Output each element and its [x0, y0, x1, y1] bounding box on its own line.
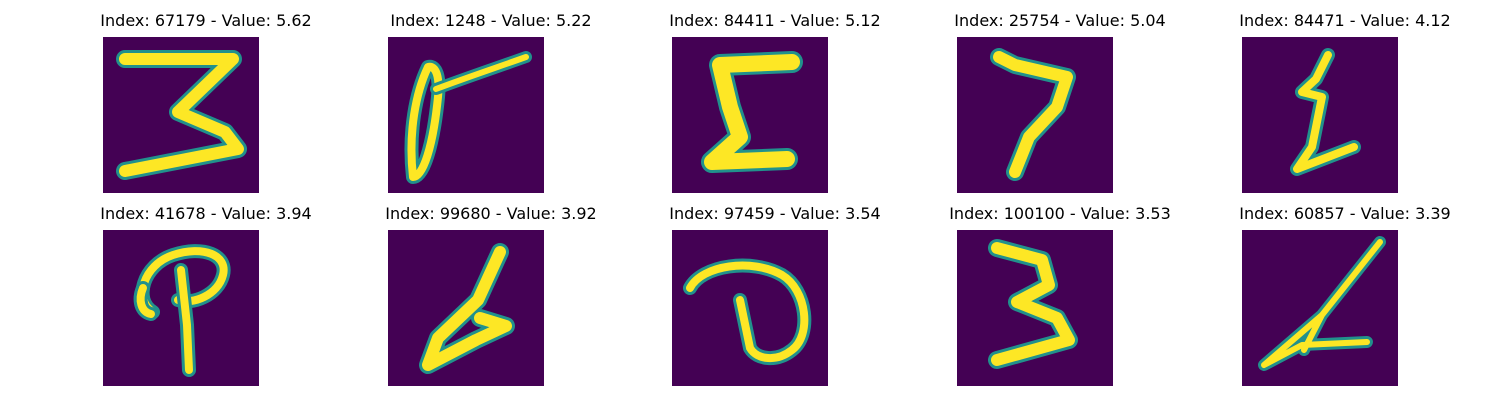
digit-3-icon: [957, 230, 1113, 386]
panel-3: Index: 84411 - Value: 5.12: [645, 6, 905, 196]
digit-7-icon: [957, 37, 1113, 193]
panel-5: Index: 84471 - Value: 4.12: [1215, 6, 1475, 196]
panel-2: Index: 1248 - Value: 5.22: [361, 6, 621, 196]
panel-2-title: Index: 1248 - Value: 5.22: [390, 11, 592, 30]
panel-4: Index: 25754 - Value: 5.04: [930, 6, 1190, 196]
panel-1: Index: 67179 - Value: 5.62: [76, 6, 336, 196]
panel-10: Index: 60857 - Value: 3.39: [1215, 199, 1475, 389]
digit-5-icon: [672, 37, 828, 193]
panel-7: Index: 99680 - Value: 3.92: [361, 199, 621, 389]
panel-7-title: Index: 99680 - Value: 3.92: [385, 204, 597, 223]
panel-9-title: Index: 100100 - Value: 3.53: [949, 204, 1171, 223]
panel-8: Index: 97459 - Value: 3.54: [645, 199, 905, 389]
panel-9: Index: 100100 - Value: 3.53: [930, 199, 1190, 389]
panel-10-title: Index: 60857 - Value: 3.39: [1239, 204, 1451, 223]
panel-8-title: Index: 97459 - Value: 3.54: [669, 204, 881, 223]
digit-4-icon: [1242, 230, 1398, 386]
digit-d-icon: [672, 230, 828, 386]
panel-4-title: Index: 25754 - Value: 5.04: [954, 11, 1166, 30]
digit-4-icon: [388, 230, 544, 386]
digit-0-icon: [388, 37, 544, 193]
panel-6-title: Index: 41678 - Value: 3.94: [100, 204, 312, 223]
digit-3-icon: [103, 37, 259, 193]
panel-3-title: Index: 84411 - Value: 5.12: [669, 11, 881, 30]
digit-1-icon: [1242, 37, 1398, 193]
panel-5-title: Index: 84471 - Value: 4.12: [1239, 11, 1451, 30]
digit-p-icon: [103, 230, 259, 386]
panel-6: Index: 41678 - Value: 3.94: [76, 199, 336, 389]
panel-1-title: Index: 67179 - Value: 5.62: [100, 11, 312, 30]
